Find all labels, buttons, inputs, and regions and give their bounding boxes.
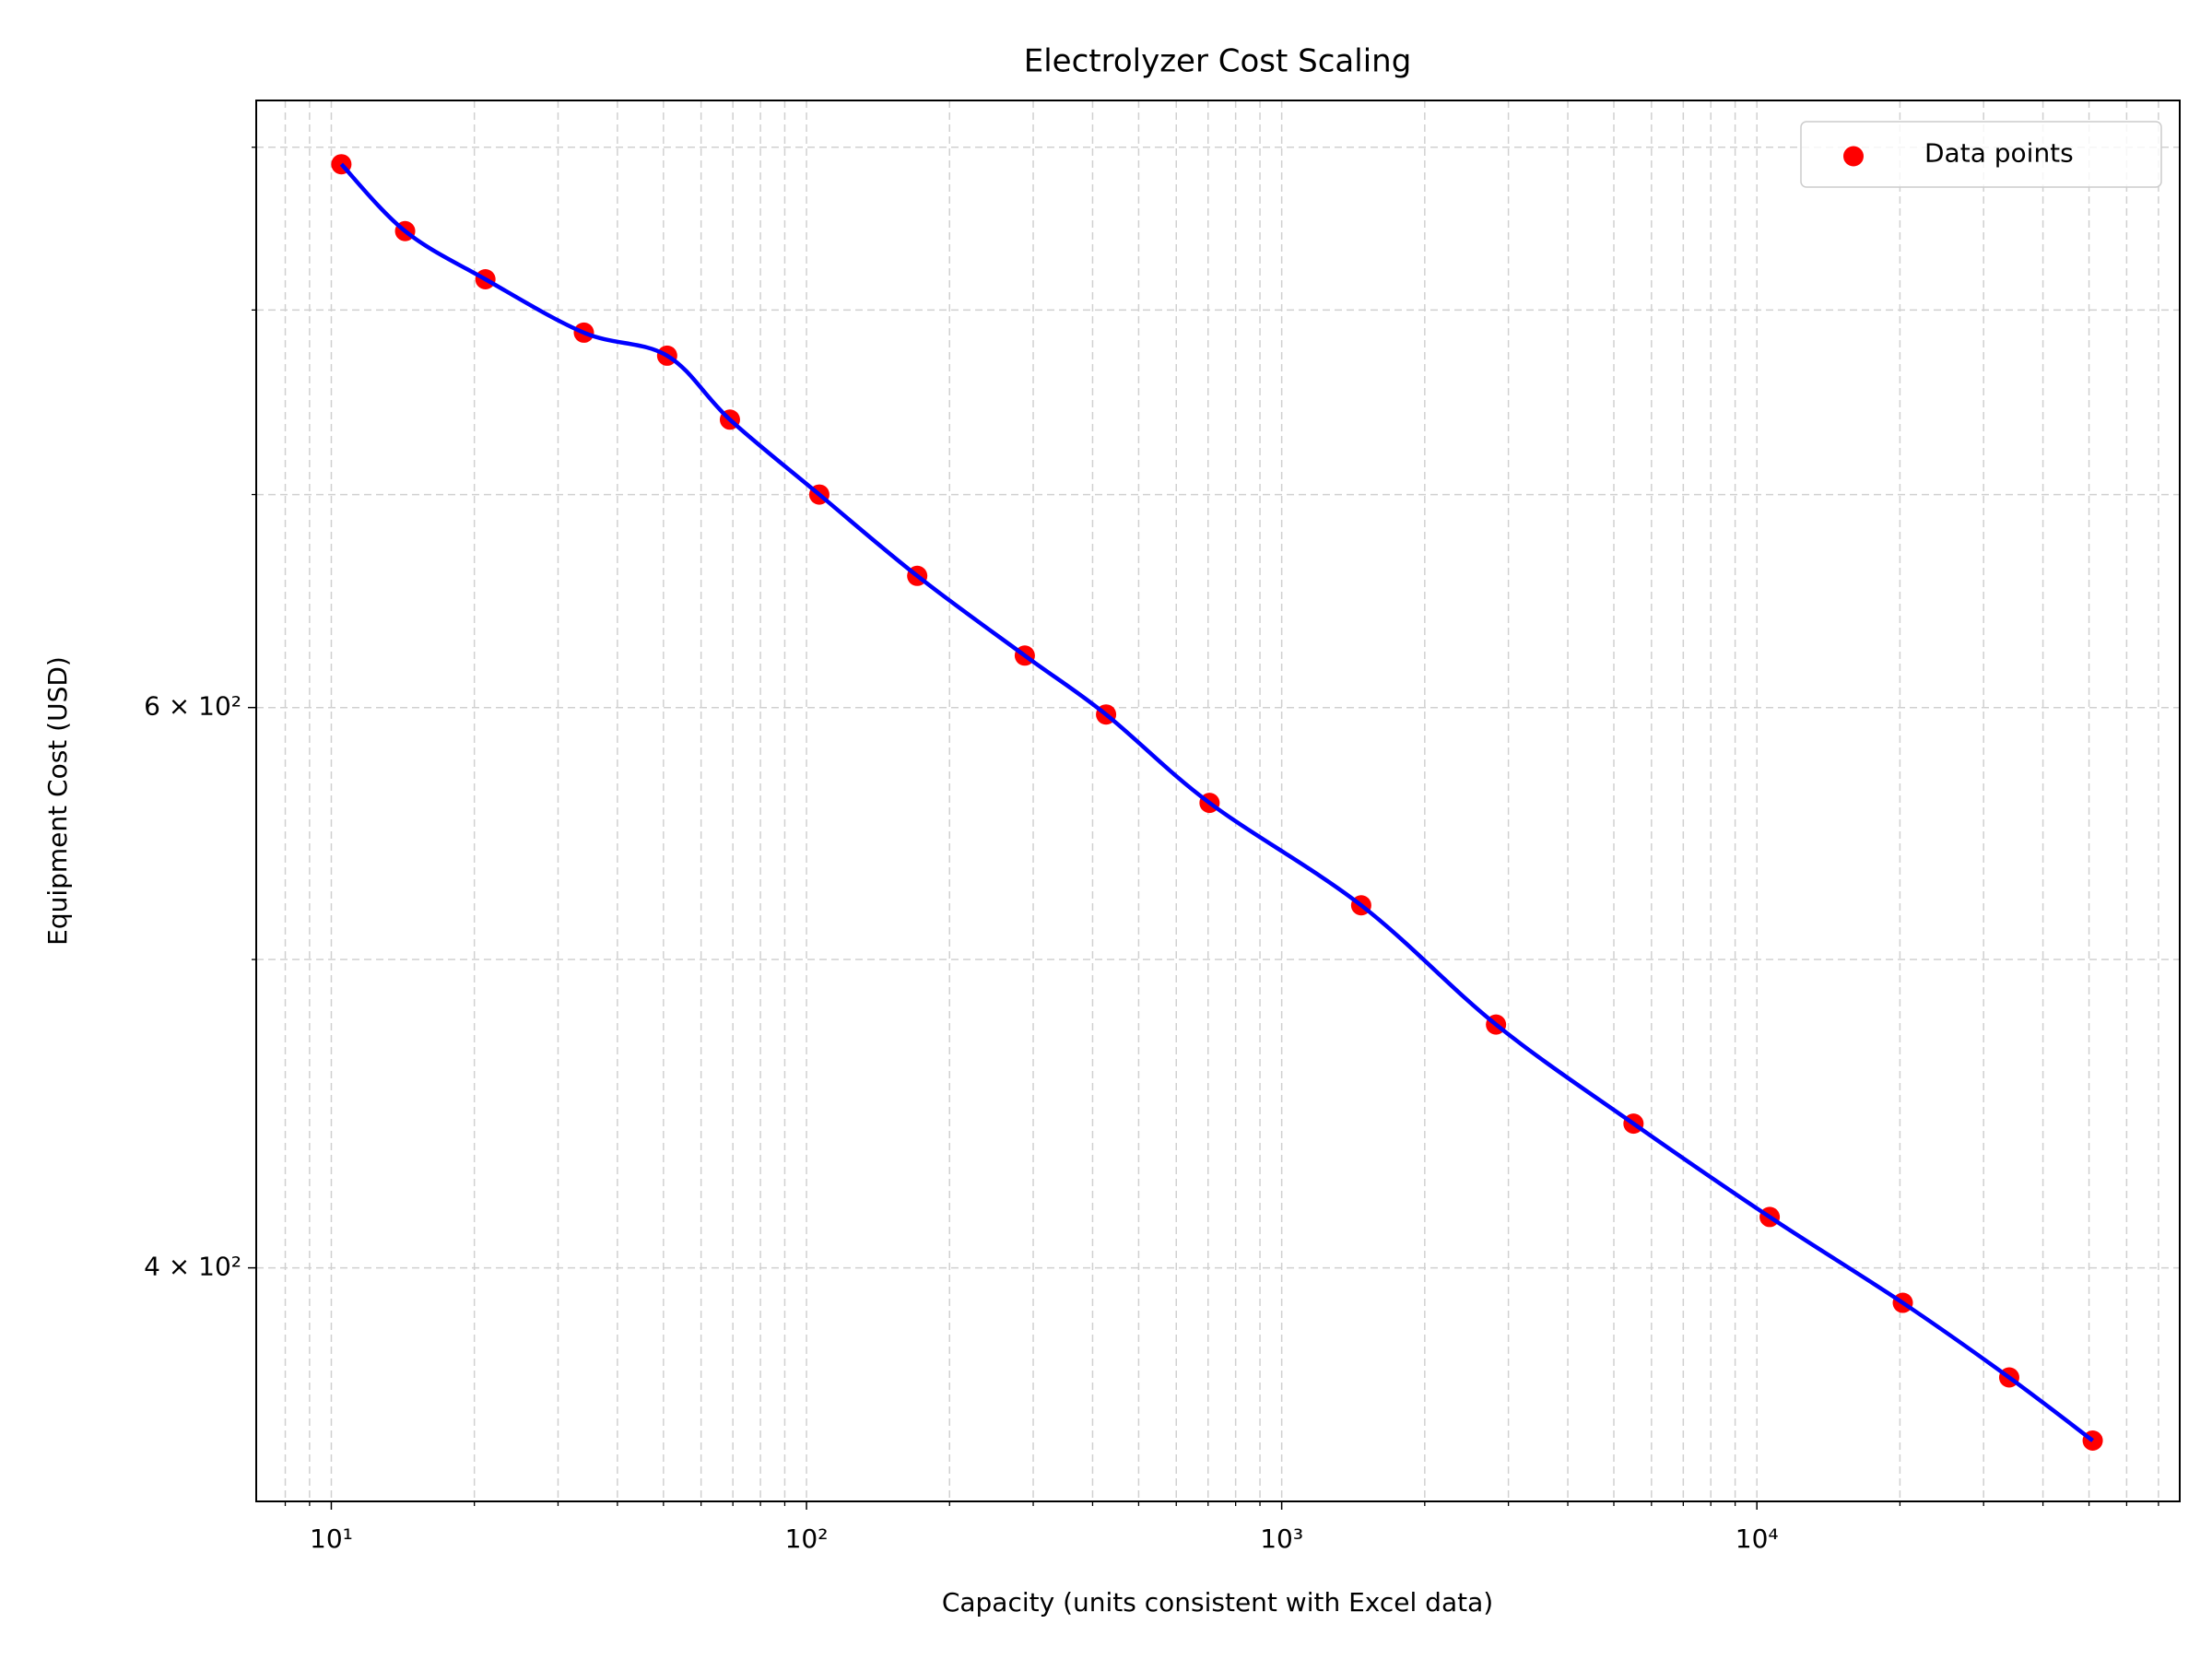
legend-marker: [1843, 146, 1864, 167]
y-tick-label: 4 × 10²: [144, 1252, 241, 1282]
fit-line: [339, 162, 2094, 1442]
x-axis-label: Capacity (units consistent with Excel da…: [942, 1587, 1493, 1618]
legend-label: Data points: [1924, 138, 2074, 169]
y-tick-label: 6 × 10²: [144, 691, 241, 722]
chart-title: Electrolyzer Cost Scaling: [1024, 43, 1412, 80]
x-tick-label: 10³: [1260, 1524, 1303, 1554]
x-tick-label: 10¹: [310, 1524, 353, 1554]
x-tick-label: 10²: [785, 1524, 829, 1554]
legend-box: [1800, 121, 2162, 188]
y-axis-label: Equipment Cost (USD): [42, 656, 73, 946]
plot-frame: [255, 100, 2181, 1502]
x-tick-label: 10⁴: [1735, 1524, 1779, 1554]
